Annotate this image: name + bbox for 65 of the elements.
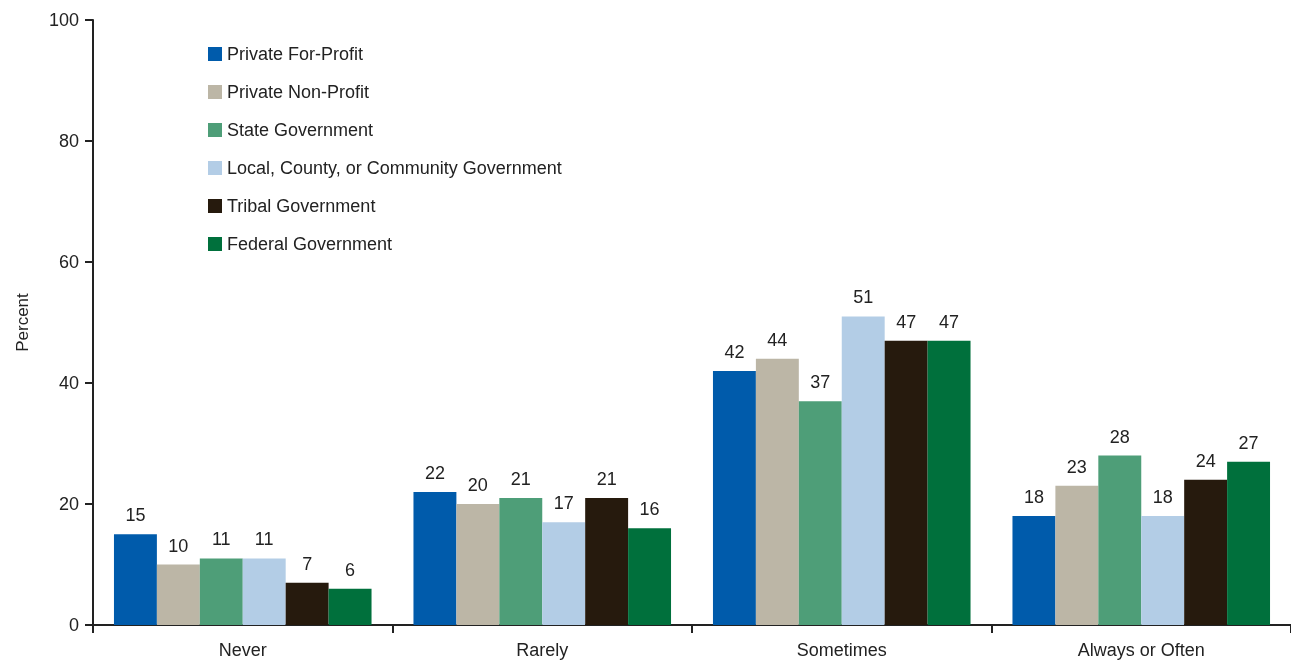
bar (628, 528, 672, 625)
y-tick-label: 100 (48, 10, 79, 30)
y-tick-label: 20 (58, 494, 79, 514)
bar (156, 564, 200, 625)
data-label: 6 (345, 559, 356, 580)
data-label: 27 (1238, 432, 1259, 453)
bar (1055, 485, 1099, 625)
legend-label: Local, County, or Community Government (227, 158, 562, 178)
bar (1141, 516, 1185, 625)
legend-label: Private For-Profit (227, 44, 364, 64)
data-label: 23 (1066, 456, 1087, 477)
bar (542, 522, 586, 625)
bar (242, 558, 286, 625)
x-tick-label: Never (218, 640, 267, 660)
data-label: 18 (1023, 487, 1044, 508)
data-label: 37 (810, 372, 831, 393)
data-label: 22 (424, 462, 445, 483)
data-label: 17 (553, 493, 574, 514)
y-tick-label: 80 (58, 131, 79, 151)
data-label: 28 (1109, 426, 1130, 447)
data-label: 16 (639, 499, 660, 520)
bar (712, 370, 756, 625)
y-tick-label: 40 (58, 373, 79, 393)
bar (1227, 461, 1271, 625)
data-label: 21 (596, 468, 617, 489)
data-label: 7 (302, 553, 313, 574)
bar (1098, 455, 1142, 625)
x-tick-label: Rarely (516, 640, 569, 660)
data-label: 47 (939, 311, 960, 332)
bar (927, 340, 971, 625)
data-label: 10 (168, 535, 189, 556)
data-label: 21 (510, 468, 531, 489)
data-label: 24 (1195, 450, 1216, 471)
data-label: 44 (767, 329, 788, 350)
y-axis-title: Percent (13, 292, 32, 352)
data-label: 11 (254, 529, 274, 550)
data-label: 51 (853, 287, 874, 308)
data-label: 18 (1152, 487, 1173, 508)
bar (499, 497, 543, 625)
y-tick-label: 60 (58, 252, 79, 272)
bar (199, 558, 243, 625)
bar (413, 491, 457, 625)
y-tick-label: 0 (68, 615, 79, 635)
bar (456, 504, 500, 625)
bar (1012, 516, 1056, 625)
bar (285, 582, 329, 625)
legend-label: Private Non-Profit (227, 82, 370, 102)
legend-label: Tribal Government (227, 196, 376, 216)
bar (841, 316, 885, 625)
bar (884, 340, 928, 625)
bar (113, 534, 157, 625)
legend-label: State Government (227, 120, 374, 140)
bar (585, 497, 629, 625)
bar (1184, 479, 1228, 625)
x-tick-label: Always or Often (1077, 640, 1205, 660)
legend-label: Federal Government (227, 234, 393, 254)
bar (328, 588, 372, 625)
data-label: 15 (125, 505, 146, 526)
data-label: 42 (724, 341, 745, 362)
bar (798, 401, 842, 625)
data-label: 47 (896, 311, 917, 332)
bar (755, 358, 799, 625)
data-label: 11 (211, 529, 231, 550)
x-tick-label: Sometimes (796, 640, 887, 660)
data-label: 20 (467, 475, 488, 495)
